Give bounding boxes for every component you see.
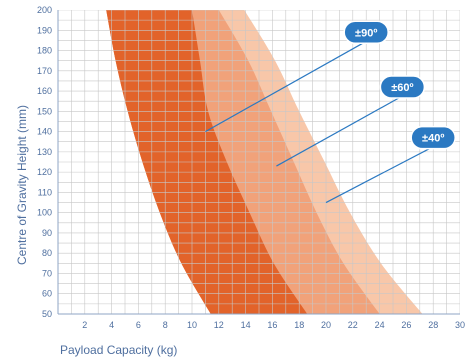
callout-label: ±60º [391, 82, 413, 94]
x-tick-label: 28 [428, 320, 438, 330]
y-tick-label: 90 [42, 228, 52, 238]
x-tick-label: 4 [109, 320, 114, 330]
x-tick-label: 24 [375, 320, 385, 330]
x-tick-label: 30 [455, 320, 465, 330]
y-tick-label: 180 [37, 46, 52, 56]
callout-leader-line [205, 40, 367, 133]
y-tick-label: 130 [37, 147, 52, 157]
x-tick-label: 16 [267, 320, 277, 330]
x-tick-label: 12 [214, 320, 224, 330]
x-tick-label: 14 [241, 320, 251, 330]
callout-leader-line [276, 95, 403, 167]
callout-leader-line [325, 146, 434, 204]
chart-tick-labels: 2 4 6 8 10 12 14 16 18 20 22 24 26 28 3050607080901001… [37, 5, 465, 330]
chart-axes [57, 10, 460, 315]
chart-callouts: ±90º ±60º ±40º [205, 20, 456, 204]
x-tick-label: 8 [163, 320, 168, 330]
y-tick-label: 80 [42, 248, 52, 258]
y-tick-label: 150 [37, 106, 52, 116]
y-axis-title: Centre of Gravity Height (mm) [15, 105, 29, 265]
y-tick-label: 60 [42, 289, 52, 299]
x-tick-label: 2 [82, 320, 87, 330]
x-tick-label: 26 [401, 320, 411, 330]
x-tick-label: 18 [294, 320, 304, 330]
y-tick-label: 120 [37, 167, 52, 177]
y-tick-label: 140 [37, 127, 52, 137]
x-tick-label: 10 [187, 320, 197, 330]
y-tick-label: 200 [37, 5, 52, 15]
callout-bubble [343, 20, 389, 45]
x-tick-label: 6 [136, 320, 141, 330]
x-tick-label: 22 [348, 320, 358, 330]
callout-label: ±40º [422, 133, 444, 145]
y-tick-label: 70 [42, 268, 52, 278]
callout-label: ±90º [355, 27, 377, 39]
callout-bubble [410, 125, 456, 150]
chart-grid [58, 10, 460, 314]
y-tick-label: 110 [38, 187, 52, 197]
callout-bubble [379, 75, 426, 99]
y-tick-label: 100 [37, 208, 52, 218]
y-tick-label: 50 [42, 309, 52, 319]
x-axis-title: Payload Capacity (kg) [60, 343, 177, 357]
y-tick-label: 160 [37, 86, 52, 96]
x-tick-label: 20 [321, 320, 331, 330]
y-tick-label: 190 [37, 25, 52, 35]
y-tick-label: 170 [37, 66, 52, 76]
